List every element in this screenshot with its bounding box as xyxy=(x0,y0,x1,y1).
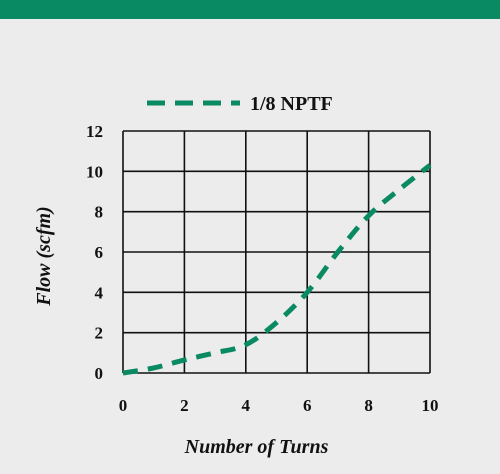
series-line-0 xyxy=(122,163,432,376)
x-tick-label: 6 xyxy=(303,396,312,415)
grid xyxy=(122,130,431,374)
y-tick-label: 6 xyxy=(95,243,104,262)
y-tick-label: 12 xyxy=(86,122,103,141)
y-tick-label: 4 xyxy=(95,283,104,302)
x-tick-label: 0 xyxy=(119,396,128,415)
legend: 1/8 NPTF xyxy=(147,93,333,115)
y-tick-label: 0 xyxy=(95,364,104,383)
x-tick-label: 2 xyxy=(180,396,189,415)
x-tick-label: 8 xyxy=(364,396,373,415)
x-axis-title: Number of Turns xyxy=(184,436,329,458)
x-tick-label: 10 xyxy=(422,396,439,415)
x-tick-label: 4 xyxy=(242,396,251,415)
y-axis-title: Flow (scfm) xyxy=(33,206,55,306)
y-tick-label: 2 xyxy=(95,324,104,343)
y-tick-label: 10 xyxy=(86,162,103,181)
y-tick-labels: 0 2 4 6 8 10 12 xyxy=(86,122,104,383)
x-tick-labels: 0 2 4 6 8 10 xyxy=(119,396,439,415)
legend-label-1-8-nptf: 1/8 NPTF xyxy=(250,93,333,115)
top-accent-bar xyxy=(0,0,500,19)
series-layer xyxy=(122,163,432,376)
y-tick-label: 8 xyxy=(95,203,104,222)
